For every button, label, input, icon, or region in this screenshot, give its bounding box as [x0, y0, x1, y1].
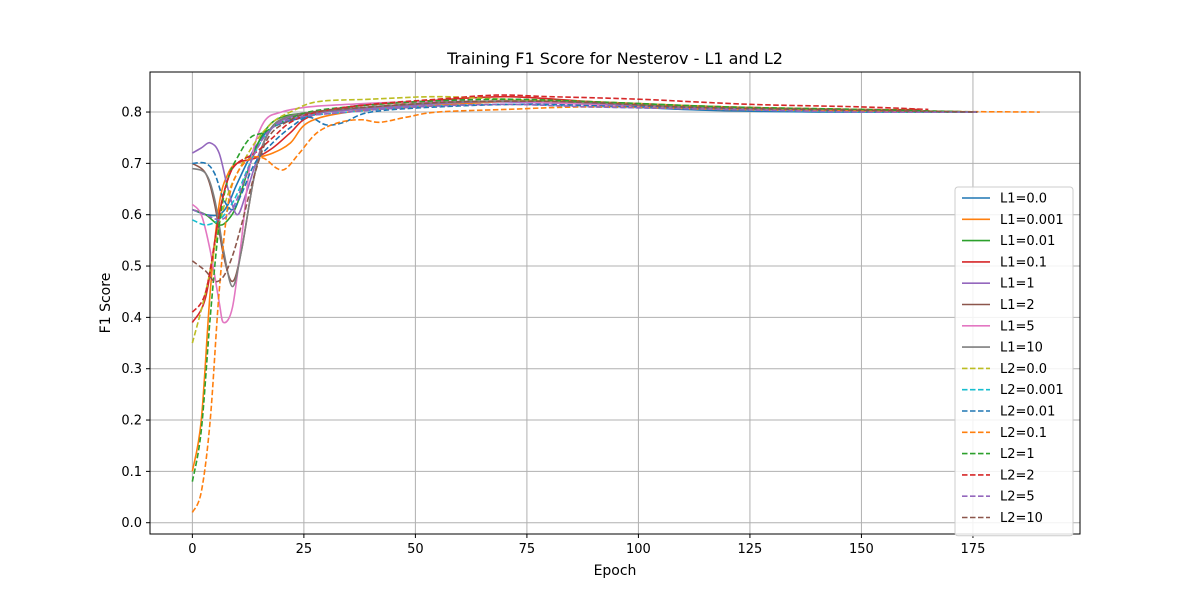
- y-tick-label: 0.2: [121, 414, 142, 429]
- series-line-l1-5: [191, 100, 978, 324]
- legend-label: L1=2: [1000, 298, 1035, 313]
- series-line-l2-0-01: [192, 103, 978, 211]
- chart-title: Training F1 Score for Nesterov - L1 and …: [446, 49, 783, 68]
- x-tick-label: 0: [188, 542, 196, 557]
- legend-box: [954, 186, 1074, 537]
- series-line-l2-0-1: [191, 106, 1040, 513]
- y-tick-label: 0.5: [121, 260, 142, 275]
- grid: [150, 72, 1080, 534]
- series-line-l2-5: [192, 103, 978, 221]
- y-tick-label: 0.3: [121, 362, 142, 377]
- legend-label: L1=0.1: [1000, 255, 1047, 270]
- series-line-l2-10: [191, 100, 978, 283]
- legend-label: L2=0.01: [1000, 405, 1055, 420]
- series-line-l1-0-001: [191, 100, 978, 472]
- y-tick-label: 0.0: [121, 516, 142, 531]
- legend-label: L1=1: [1000, 277, 1035, 292]
- axis-ticks: 0 25 50 75 100 125 150 175 0.0 0.1 0.2 0.3 0.4 0.5 0.6…: [121, 106, 985, 557]
- legend-label: L2=1: [1000, 447, 1035, 462]
- x-tick-label: 175: [961, 542, 986, 557]
- legend-label: L1=0.001: [1000, 213, 1064, 228]
- x-tick-label: 75: [519, 542, 536, 557]
- legend-label: L2=0.1: [1000, 426, 1047, 441]
- legend-label: L1=0.0: [1000, 192, 1047, 207]
- y-tick-label: 0.6: [121, 208, 142, 223]
- legend-label: L1=5: [1000, 319, 1035, 334]
- y-tick-label: 0.1: [121, 465, 142, 480]
- x-tick-label: 150: [849, 542, 874, 557]
- series-line-l2-0-001: [192, 103, 978, 226]
- series-line-l1-1: [191, 100, 978, 216]
- x-tick-label: 50: [407, 542, 424, 557]
- series-line-l1-2: [191, 100, 978, 283]
- series-line-l2-1: [191, 98, 978, 482]
- x-axis-label: Epoch: [594, 563, 637, 579]
- series-line-l2-0-0: [191, 95, 978, 344]
- legend-label: L2=0.0: [1000, 362, 1047, 377]
- legend: L1=0.0 L1=0.001 L1=0.01 L1=0.1 L1=1 L1=2 L1=5 L…: [954, 186, 1074, 537]
- y-tick-label: 0.8: [121, 106, 142, 121]
- legend-label: L1=0.01: [1000, 234, 1055, 249]
- series-line-l1-0-0: [192, 100, 978, 217]
- legend-label: L2=0.001: [1000, 383, 1064, 398]
- x-tick-label: 25: [296, 542, 313, 557]
- x-tick-label: 125: [738, 542, 763, 557]
- legend-label: L2=2: [1000, 468, 1035, 483]
- y-axis-label: F1 Score: [98, 273, 114, 334]
- legend-label: L2=5: [1000, 490, 1035, 505]
- series-line-l1-0-1: [191, 95, 920, 323]
- series-lines: [191, 94, 1040, 513]
- series-line-l1-10: [192, 100, 978, 288]
- y-tick-label: 0.4: [121, 311, 142, 326]
- legend-label: L1=10: [1000, 341, 1043, 356]
- x-tick-label: 100: [626, 542, 651, 557]
- plot-frame: [149, 71, 1081, 535]
- y-tick-label: 0.7: [121, 157, 142, 172]
- legend-label: L2=10: [1000, 511, 1043, 526]
